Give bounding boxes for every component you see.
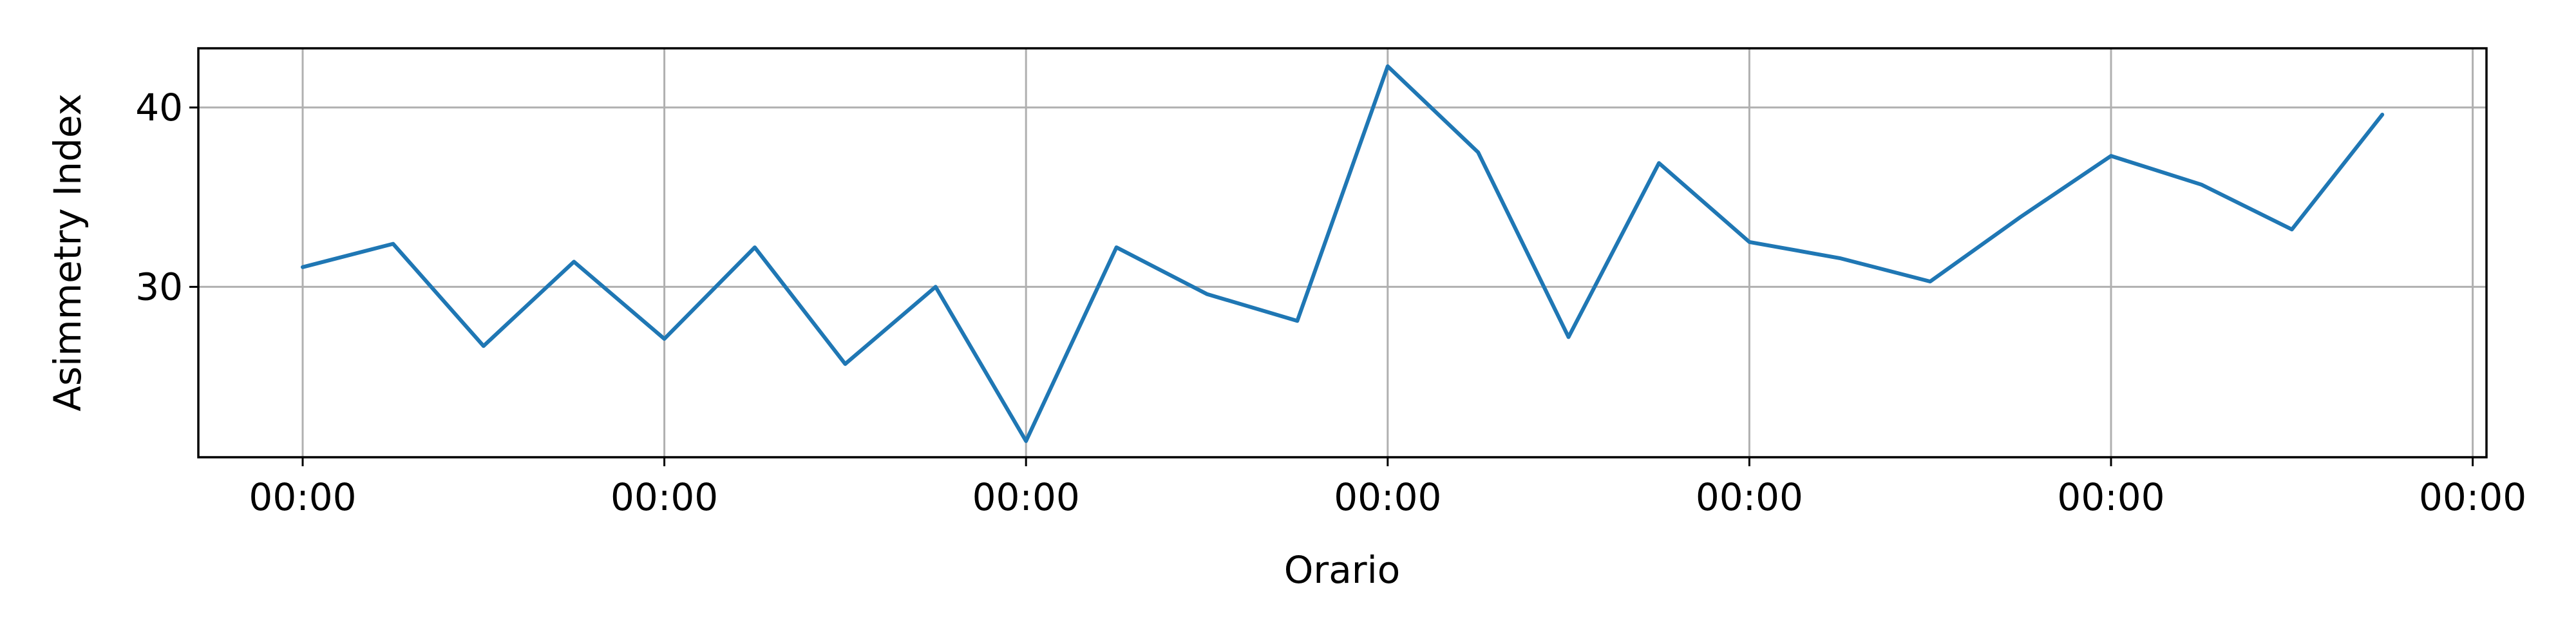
x-tick-label: 00:00 [1696,475,1803,519]
x-tick-label: 00:00 [972,475,1080,519]
x-tick-label: 00:00 [249,475,356,519]
x-axis-label: Orario [1284,548,1401,592]
x-tick-label: 00:00 [2057,475,2164,519]
x-tick-label: 00:00 [2419,475,2526,519]
x-tick-label: 00:00 [611,475,718,519]
y-axis-label: Asimmetry Index [46,93,90,412]
x-tick-label: 00:00 [1334,475,1441,519]
y-tick-label: 30 [135,265,183,308]
series-line [301,64,2385,443]
grid [198,48,2486,457]
axis-ticks: 00:00 00:00 00:00 00:00 00:00 00:00 00:00 30 40 [135,86,2526,519]
plot-area-frame [197,47,2488,459]
y-tick-label: 40 [135,86,183,129]
